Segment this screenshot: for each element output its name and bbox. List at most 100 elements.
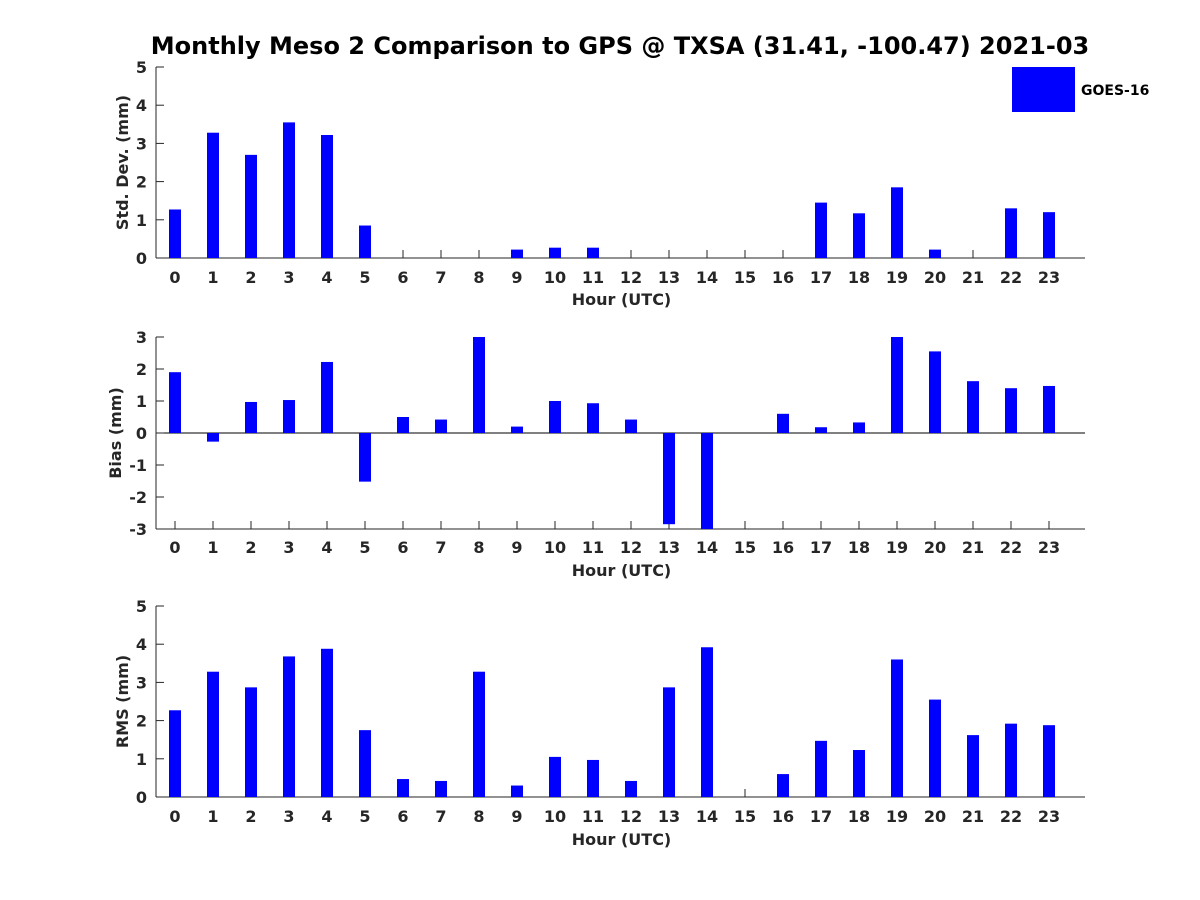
bias-x-tick-label: 19	[886, 538, 908, 557]
std-dev-x-tick-label: 12	[620, 268, 642, 287]
std-dev-bar	[359, 225, 371, 258]
bias-bar	[815, 427, 827, 433]
bias-bar	[929, 351, 941, 433]
bias-x-tick-label: 3	[283, 538, 294, 557]
rms-bar	[359, 730, 371, 797]
std-dev-bar	[169, 209, 181, 258]
rms-y-tick-label: 5	[136, 597, 147, 616]
rms-bar	[397, 779, 409, 797]
std-dev-bar	[511, 249, 523, 258]
bias-y-axis-label: Bias (mm)	[106, 387, 125, 479]
bias-bar	[663, 433, 675, 525]
figure-title: Monthly Meso 2 Comparison to GPS @ TXSA …	[151, 32, 1089, 60]
std-dev-x-tick-label: 20	[924, 268, 946, 287]
bias-x-tick-label: 18	[848, 538, 870, 557]
bias-x-tick-label: 14	[696, 538, 718, 557]
std-dev-bar	[245, 154, 257, 258]
bias-x-tick-label: 17	[810, 538, 832, 557]
rms-bar	[283, 656, 295, 797]
rms-x-tick-label: 21	[962, 807, 984, 826]
rms-bar	[245, 687, 257, 797]
rms-x-tick-label: 1	[207, 807, 218, 826]
std-dev-y-tick-label: 0	[136, 249, 147, 268]
std-dev-x-tick-label: 11	[582, 268, 604, 287]
rms-bar	[1005, 723, 1017, 797]
std-dev-x-tick-label: 15	[734, 268, 756, 287]
rms-x-tick-label: 16	[772, 807, 794, 826]
bias-bar	[283, 400, 295, 433]
bias-x-tick-label: 22	[1000, 538, 1022, 557]
rms-x-tick-label: 0	[169, 807, 180, 826]
std-dev-bar	[815, 202, 827, 258]
bias-x-tick-label: 9	[511, 538, 522, 557]
rms-bar	[625, 780, 637, 797]
std-dev-y-tick-label: 4	[136, 96, 147, 115]
bias-bar	[625, 419, 637, 433]
rms-x-tick-label: 3	[283, 807, 294, 826]
bias-bar	[473, 337, 485, 433]
bias-y-tick-label: 0	[136, 424, 147, 443]
bias-x-tick-label: 5	[359, 538, 370, 557]
rms-bar	[207, 671, 219, 797]
bias-bar	[777, 413, 789, 433]
bias-bar	[1005, 388, 1017, 433]
rms-bar	[663, 687, 675, 797]
bias-bar	[891, 337, 903, 433]
rms-bar	[169, 710, 181, 797]
bias-bar	[853, 422, 865, 433]
bias-bar	[549, 401, 561, 433]
bias-y-tick-label: 3	[136, 328, 147, 347]
rms-x-tick-label: 2	[245, 807, 256, 826]
std-dev-x-tick-label: 8	[473, 268, 484, 287]
bias-y-tick-label: 2	[136, 360, 147, 379]
rms-x-tick-label: 4	[321, 807, 332, 826]
std-dev-bar	[207, 132, 219, 258]
rms-x-tick-label: 6	[397, 807, 408, 826]
std-dev-x-tick-label: 4	[321, 268, 332, 287]
rms-x-tick-label: 13	[658, 807, 680, 826]
bias-bar	[321, 361, 333, 433]
bias-x-tick-label: 16	[772, 538, 794, 557]
rms-bar	[435, 780, 447, 797]
rms-x-tick-label: 20	[924, 807, 946, 826]
std-dev-x-tick-label: 18	[848, 268, 870, 287]
std-dev-bar	[283, 122, 295, 258]
rms-y-tick-label: 3	[136, 673, 147, 692]
bias-x-tick-label: 15	[734, 538, 756, 557]
std-dev-bar	[587, 247, 599, 258]
bias-x-tick-label: 0	[169, 538, 180, 557]
rms-bar	[815, 740, 827, 797]
std-dev-bar	[321, 134, 333, 258]
bias-bar	[207, 433, 219, 442]
bias-bar	[169, 372, 181, 433]
legend-label: GOES-16	[1081, 83, 1149, 99]
rms-x-tick-label: 18	[848, 807, 870, 826]
bias-x-tick-label: 1	[207, 538, 218, 557]
std-dev-bar	[549, 247, 561, 258]
std-dev-y-axis-label: Std. Dev. (mm)	[113, 95, 132, 230]
std-dev-bar	[891, 187, 903, 258]
rms-bar	[549, 756, 561, 797]
rms-bar	[511, 785, 523, 797]
rms-bar	[473, 671, 485, 797]
rms-x-tick-label: 22	[1000, 807, 1022, 826]
std-dev-bar	[1005, 208, 1017, 258]
std-dev-bar	[1043, 212, 1055, 258]
std-dev-x-tick-label: 1	[207, 268, 218, 287]
rms-y-tick-label: 2	[136, 712, 147, 731]
bias-bar	[1043, 385, 1055, 433]
std-dev-x-tick-label: 0	[169, 268, 180, 287]
std-dev-x-tick-label: 23	[1038, 268, 1060, 287]
std-dev-bar	[853, 213, 865, 258]
bias-bar	[701, 433, 713, 529]
rms-x-tick-label: 17	[810, 807, 832, 826]
bias-x-tick-label: 13	[658, 538, 680, 557]
std-dev-x-tick-label: 5	[359, 268, 370, 287]
bias-bar	[435, 419, 447, 433]
bias-y-tick-label: -2	[129, 488, 147, 507]
std-dev-x-tick-label: 2	[245, 268, 256, 287]
rms-x-tick-label: 15	[734, 807, 756, 826]
rms-x-tick-label: 14	[696, 807, 718, 826]
rms-y-tick-label: 4	[136, 635, 147, 654]
